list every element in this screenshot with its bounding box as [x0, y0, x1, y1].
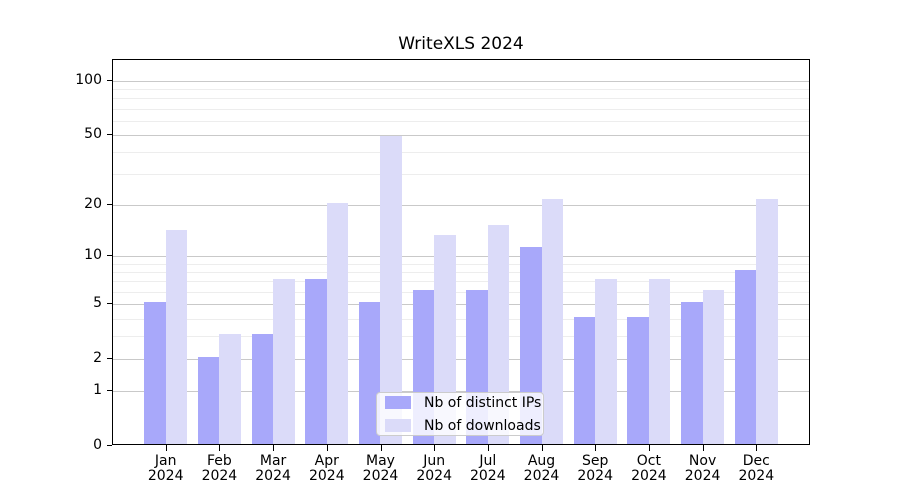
- bar-downloads: [165, 229, 188, 444]
- minor-gridline: [113, 291, 809, 293]
- minor-gridline: [113, 281, 809, 283]
- y-tick-label: 100: [75, 71, 102, 88]
- x-tick-label: Jan 2024: [147, 453, 184, 484]
- legend-swatch-distinct-ips: [385, 396, 411, 409]
- x-tick-mark: [487, 445, 489, 451]
- minor-gridline: [113, 318, 809, 320]
- bar-distinct-ips: [251, 334, 274, 444]
- bar-downloads: [219, 334, 241, 444]
- bar-downloads: [648, 279, 671, 444]
- bar-distinct-ips: [573, 316, 596, 444]
- bar-distinct-ips: [358, 302, 381, 444]
- legend-item-distinct-ips: Nb of distinct IPs: [385, 395, 541, 411]
- legend-item-downloads: Nb of downloads: [385, 418, 541, 434]
- major-gridline: [113, 359, 809, 361]
- bar-downloads: [487, 224, 510, 444]
- x-tick-mark: [702, 445, 704, 451]
- chart-title: WriteXLS 2024: [398, 34, 524, 54]
- x-tick-mark: [219, 445, 221, 451]
- major-gridline: [113, 134, 809, 136]
- x-tick-mark: [595, 445, 597, 451]
- x-tick-mark: [165, 445, 167, 451]
- minor-gridline: [113, 151, 809, 153]
- x-tick-mark: [380, 445, 382, 451]
- y-tick-label: 5: [93, 295, 102, 312]
- x-tick-label: May 2024: [362, 453, 399, 484]
- bar-downloads: [756, 199, 778, 444]
- x-tick-label: Nov 2024: [684, 453, 721, 484]
- y-tick-label: 1: [93, 382, 102, 399]
- legend-label-downloads: Nb of downloads: [424, 417, 541, 434]
- minor-gridline: [113, 108, 809, 110]
- y-tick-mark: [107, 79, 112, 81]
- minor-gridline: [113, 336, 809, 338]
- major-gridline: [113, 204, 809, 206]
- x-tick-label: Apr 2024: [308, 453, 345, 484]
- x-tick-mark: [648, 445, 650, 451]
- bar-distinct-ips: [305, 279, 327, 444]
- bar-downloads: [702, 289, 725, 444]
- bar-distinct-ips: [734, 270, 757, 444]
- minor-gridline: [113, 272, 809, 274]
- x-tick-mark: [273, 445, 275, 451]
- x-tick-mark: [434, 445, 436, 451]
- minor-gridline: [113, 174, 809, 176]
- x-tick-label: Jun 2024: [416, 453, 452, 484]
- major-gridline: [113, 80, 809, 82]
- bar-downloads: [434, 235, 456, 444]
- x-tick-mark: [756, 445, 758, 451]
- x-tick-label: Sep 2024: [577, 453, 613, 484]
- plot-area: [112, 59, 810, 445]
- y-tick-mark: [107, 358, 112, 360]
- y-tick-mark: [107, 445, 112, 446]
- bar-distinct-ips: [144, 302, 166, 444]
- minor-gridline: [113, 88, 809, 90]
- x-tick-label: Aug 2024: [523, 453, 560, 484]
- bar-downloads: [326, 203, 349, 444]
- y-tick-label: 2: [93, 350, 102, 367]
- minor-gridline: [113, 98, 809, 100]
- y-tick-label: 50: [84, 125, 102, 142]
- bar-downloads: [595, 279, 617, 444]
- x-tick-label: Oct 2024: [631, 453, 667, 484]
- y-tick-mark: [107, 203, 112, 205]
- x-tick-label: Feb 2024: [201, 453, 238, 484]
- y-tick-mark: [107, 390, 112, 392]
- x-tick-mark: [541, 445, 543, 451]
- major-gridline: [113, 256, 809, 258]
- y-tick-label: 20: [84, 195, 102, 212]
- legend-swatch-downloads: [385, 419, 411, 432]
- legend: Nb of distinct IPs Nb of downloads: [376, 392, 544, 436]
- major-gridline: [113, 391, 809, 393]
- legend-label-distinct-ips: Nb of distinct IPs: [424, 394, 542, 411]
- minor-gridline: [113, 263, 809, 265]
- y-tick-mark: [107, 255, 112, 257]
- x-tick-label: Mar 2024: [255, 453, 291, 484]
- y-tick-label: 10: [84, 247, 102, 264]
- bar-downloads: [380, 135, 402, 444]
- bar-distinct-ips: [197, 357, 220, 444]
- major-gridline: [113, 304, 809, 306]
- x-tick-label: Jul 2024: [469, 453, 506, 484]
- bar-downloads: [541, 199, 564, 444]
- y-tick-mark: [107, 303, 112, 305]
- x-tick-label: Dec 2024: [738, 453, 775, 484]
- bar-distinct-ips: [681, 302, 703, 444]
- y-tick-label: 0: [93, 437, 102, 453]
- x-tick-mark: [326, 445, 328, 451]
- minor-gridline: [113, 120, 809, 122]
- bar-distinct-ips: [627, 316, 649, 444]
- bar-downloads: [273, 279, 295, 444]
- y-tick-mark: [107, 133, 112, 135]
